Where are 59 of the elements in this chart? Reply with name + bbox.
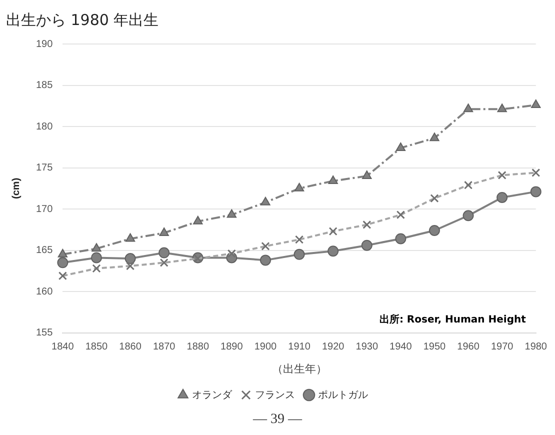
y-tick-label: 170 [36,204,54,215]
point [530,186,542,198]
y-tick-label: 155 [36,328,54,339]
point [328,246,339,257]
y-tick-label: 160 [36,286,54,298]
point [159,227,169,236]
point [226,209,237,218]
point [158,247,170,258]
x-tick-label: 1840 [52,342,74,353]
point [463,104,474,112]
text: — 39 — [252,412,304,428]
x-tick-label: 1960 [457,342,480,353]
point [124,253,136,264]
point [193,216,203,224]
point [125,233,136,242]
x-tick-label: 1930 [356,342,378,353]
x-axis-title: （出生年） [272,362,327,376]
annotation: 出所: Roser, Human Height [379,313,526,326]
point [497,104,507,112]
point [395,233,406,244]
point [294,182,304,192]
x-tick-label: 1850 [85,342,108,353]
point [92,243,102,252]
x-tick-label: 1980 [524,342,548,353]
point [260,196,270,206]
x-tick-label: 1970 [490,342,514,353]
legend-label: ポルトガル [318,390,368,401]
point [362,170,372,180]
x-tick-label: 1870 [152,342,176,353]
x-tick-label: 1860 [119,342,142,353]
point [428,224,440,236]
y-tick-label: 185 [36,80,54,92]
legend-label: フランス [255,390,295,401]
point [57,257,68,268]
y-tick-label: 175 [36,162,54,174]
point [531,100,541,108]
x-tick-label: 1910 [288,342,311,353]
y-tick-label: 180 [36,121,54,132]
x-tick-label: 1920 [322,342,345,353]
point [361,240,372,251]
x-tick-label: 1900 [254,342,278,353]
chart-title: 出生から 1980 年出生 [6,10,159,29]
point [396,142,406,151]
y-tick-label: 165 [36,245,54,256]
legend-label: オランダ [192,388,233,401]
y-tick-label: 190 [36,38,54,50]
x-tick-label: 1950 [423,342,446,353]
point [462,210,474,222]
point [58,248,68,258]
x-tick-label: 1890 [220,342,244,353]
y-axis-title: (cm) [10,178,22,199]
point [496,192,508,203]
point [260,254,271,266]
point [430,132,440,142]
x-tick-label: 1940 [390,342,412,353]
point [294,248,305,260]
point [90,252,102,264]
point [328,175,338,184]
x-tick-label: 1880 [186,342,210,353]
